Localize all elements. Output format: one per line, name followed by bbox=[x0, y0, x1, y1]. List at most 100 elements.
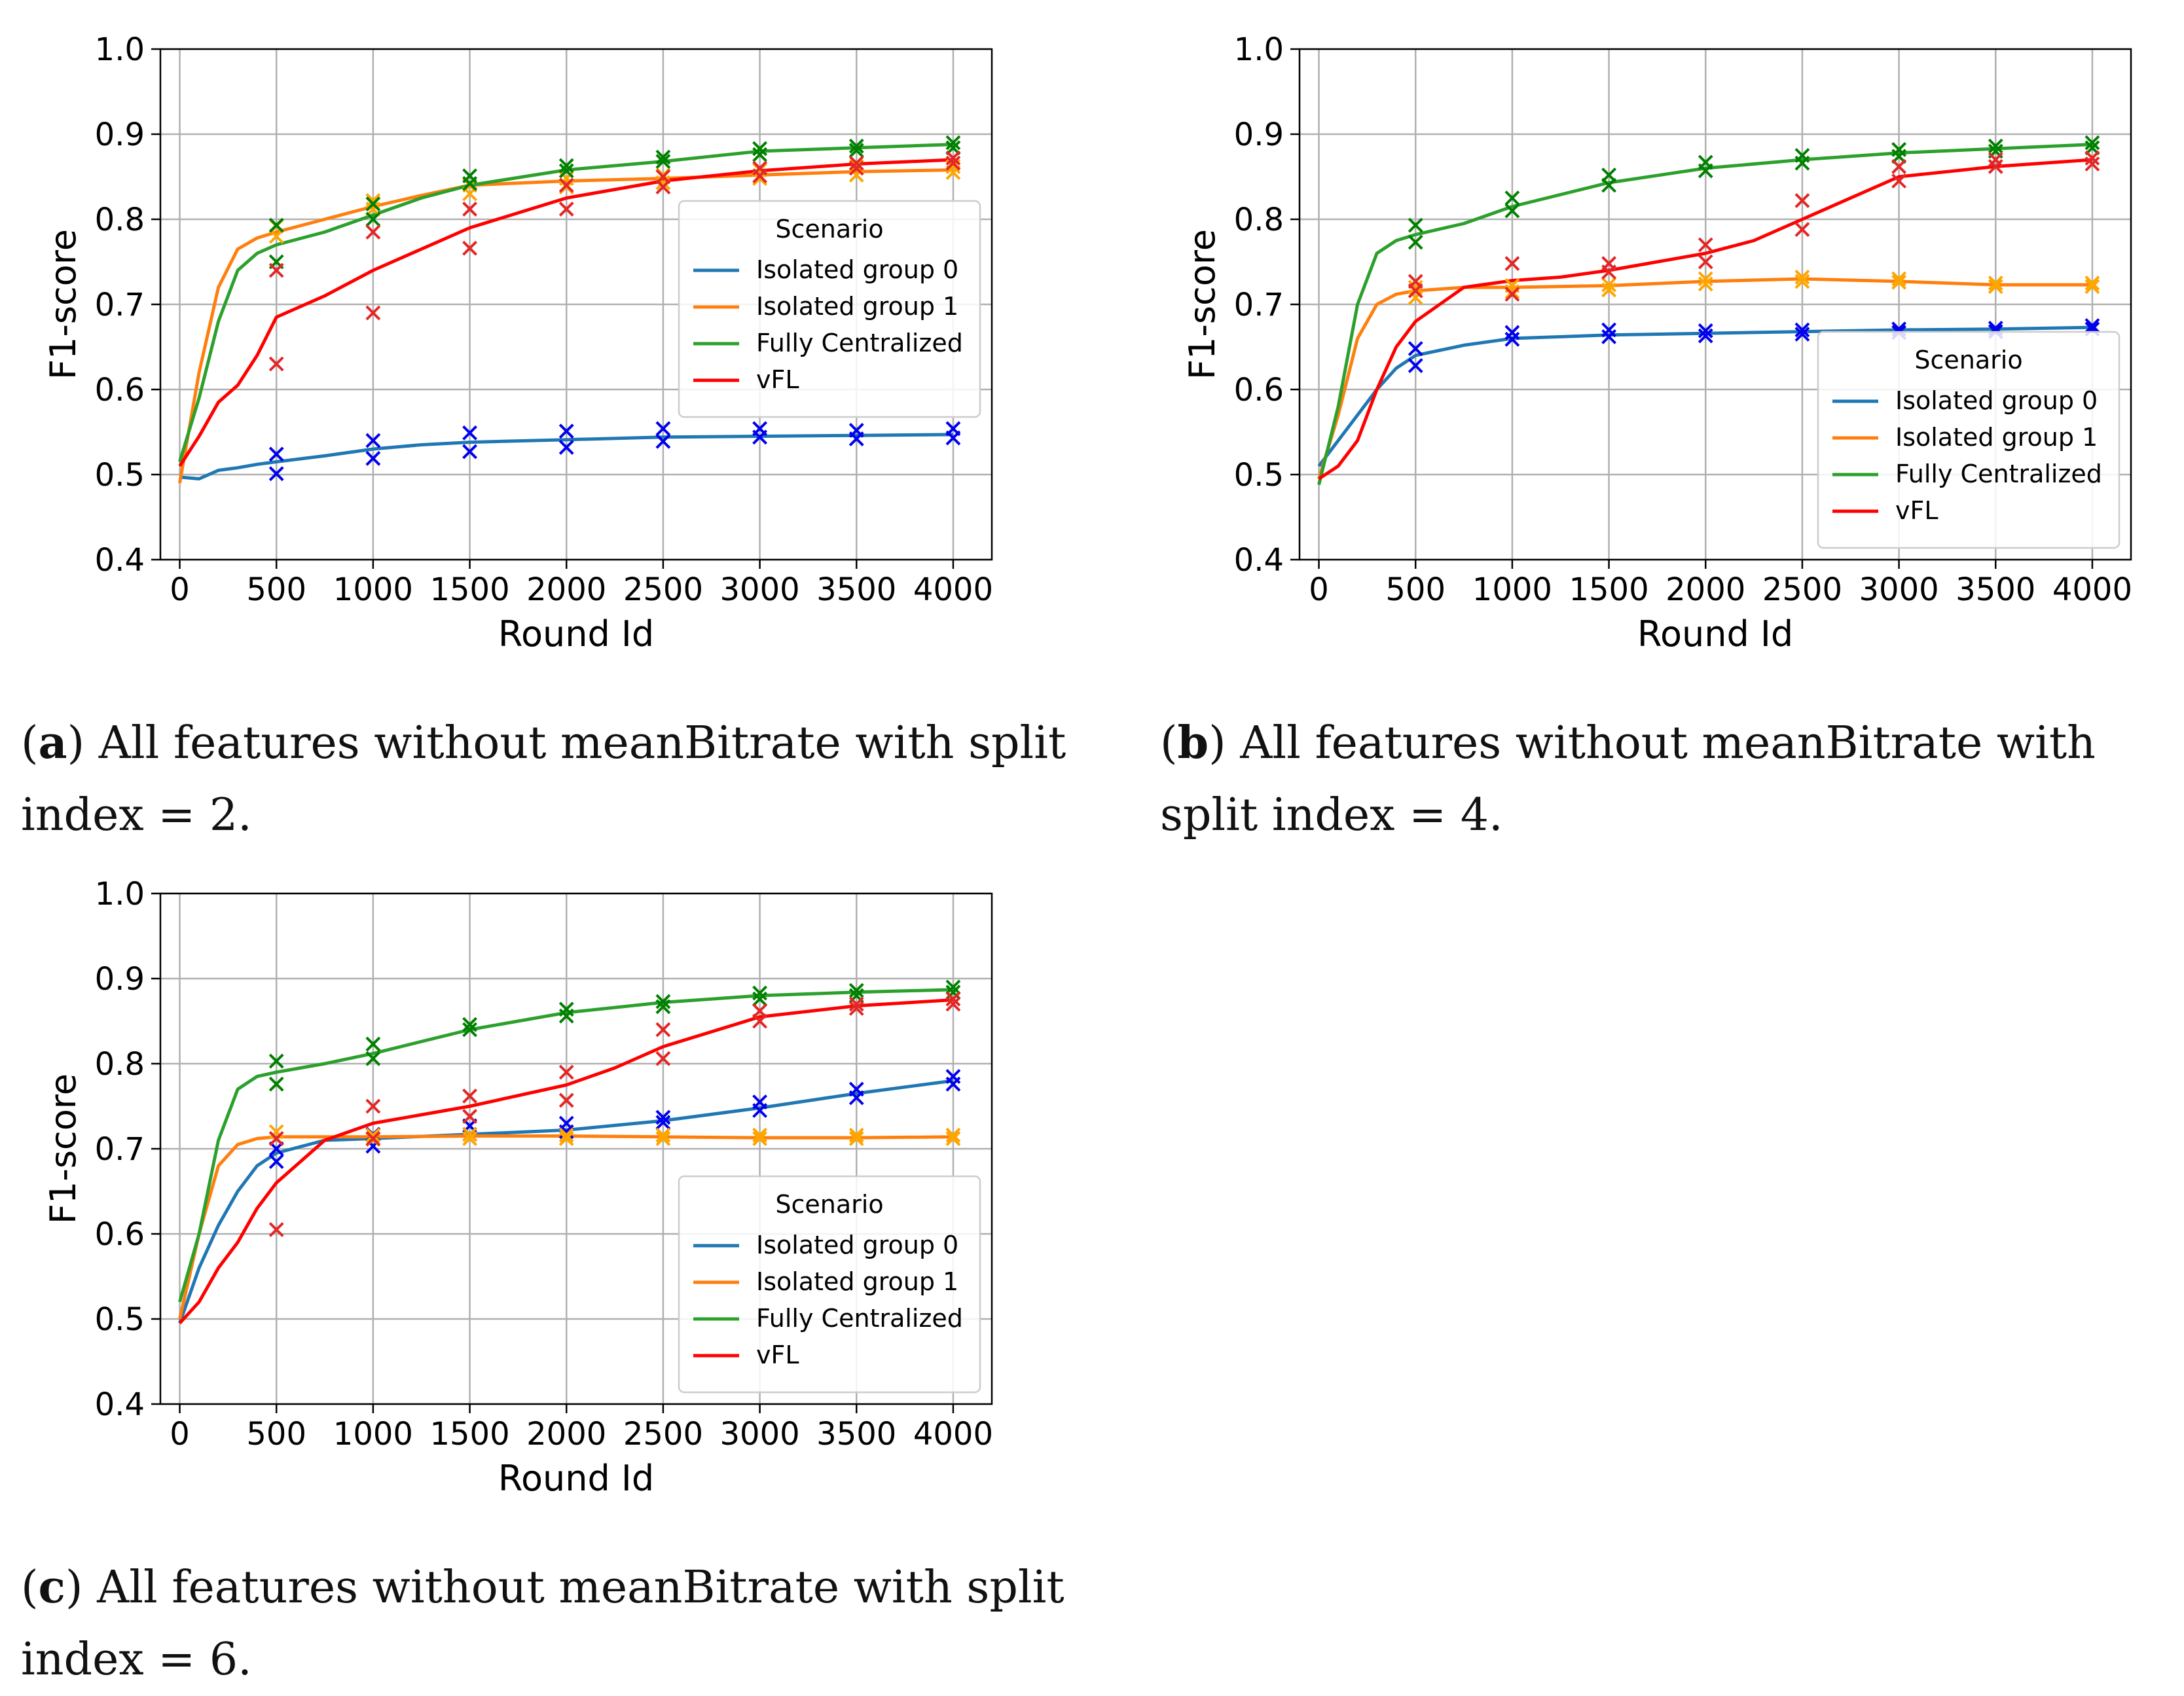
data-point-marker bbox=[462, 1017, 477, 1032]
data-point-marker bbox=[365, 225, 381, 240]
data-point-marker bbox=[655, 1051, 671, 1066]
data-point-marker bbox=[848, 983, 864, 998]
data-point-marker bbox=[945, 1076, 961, 1092]
legend-title: Scenario bbox=[1914, 346, 2022, 374]
legend-title: Scenario bbox=[775, 1190, 883, 1219]
data-point-marker bbox=[1794, 155, 1810, 171]
series-group-c bbox=[178, 988, 954, 1325]
data-point-marker bbox=[752, 1130, 767, 1146]
data-point-marker bbox=[365, 1098, 381, 1114]
data-point-marker bbox=[365, 1130, 381, 1146]
data-point-marker bbox=[1601, 329, 1616, 344]
x-tick-label: 500 bbox=[246, 1416, 306, 1452]
data-point-marker bbox=[655, 1127, 671, 1143]
data-point-marker bbox=[365, 433, 381, 448]
data-point-marker bbox=[1891, 158, 1906, 174]
y-tick-label: 1.0 bbox=[1234, 33, 1284, 68]
x-tick-label: 3500 bbox=[816, 1416, 896, 1452]
data-point-marker bbox=[1408, 290, 1423, 306]
legend-entry: Isolated group 1 bbox=[1895, 423, 2098, 452]
data-point-marker bbox=[752, 1127, 767, 1143]
y-axis-label: F1-score bbox=[43, 1074, 84, 1224]
data-point-marker bbox=[365, 305, 381, 321]
data-point-marker bbox=[365, 211, 381, 227]
data-point-marker bbox=[1601, 277, 1616, 293]
x-tick-label: 1000 bbox=[1472, 571, 1552, 608]
caption-b: (b) All features without meanBitrate wit… bbox=[1160, 717, 2096, 841]
x-tick-label: 1500 bbox=[429, 1416, 509, 1452]
caption-a-text: All features without meanBitrate with sp… bbox=[21, 717, 1066, 841]
x-tick-label: 0 bbox=[1309, 571, 1329, 608]
x-tick-label: 3000 bbox=[720, 571, 800, 608]
data-point-marker bbox=[1794, 222, 1810, 238]
data-point-marker bbox=[848, 155, 864, 171]
series-line-isolated-group-1 bbox=[178, 168, 953, 484]
data-point-marker bbox=[752, 429, 767, 445]
series-line-isolated-group-0 bbox=[179, 433, 953, 480]
legend-box bbox=[678, 200, 981, 418]
data-point-marker bbox=[945, 1127, 961, 1143]
chart-b: 0 500 1000 1500 2000 2500 3000 3500 4000 0.4 0.5 0.… bbox=[1182, 33, 2132, 655]
x-axis-label: Round Id bbox=[498, 1458, 654, 1499]
chart-c: 0 500 1000 1500 2000 2500 3000 3500 4000 0.4 0.5 0.… bbox=[43, 877, 993, 1499]
x-tick-label: 2000 bbox=[526, 571, 606, 608]
x-tick-label: 2500 bbox=[623, 571, 703, 608]
data-point-marker bbox=[1408, 341, 1423, 357]
data-point-marker bbox=[1794, 274, 1810, 289]
y-tick-label: 0.7 bbox=[95, 1131, 145, 1168]
data-point-marker bbox=[655, 999, 671, 1015]
data-point-marker bbox=[655, 179, 671, 195]
data-point-marker bbox=[1504, 286, 1520, 302]
x-tick-label: 1500 bbox=[1569, 571, 1648, 608]
series-line-fully-centralized bbox=[178, 143, 953, 463]
x-tick-label: 0 bbox=[170, 1416, 190, 1452]
y-tick-label: 0.6 bbox=[95, 372, 145, 408]
data-point-marker bbox=[462, 1088, 477, 1104]
data-point-marker bbox=[1698, 237, 1713, 253]
data-point-marker bbox=[1794, 327, 1810, 342]
data-point-marker bbox=[752, 1013, 767, 1029]
data-point-marker bbox=[752, 147, 767, 162]
y-tick-label: 0.6 bbox=[1234, 372, 1284, 408]
x-tick-label: 4000 bbox=[2052, 571, 2132, 608]
data-point-marker bbox=[2084, 276, 2100, 291]
caption-c: (c) All features without meanBitrate wit… bbox=[21, 1561, 1065, 1686]
series-line-fully-centralized bbox=[1317, 143, 2093, 486]
data-point-marker bbox=[1408, 234, 1423, 250]
y-tick-label: 0.5 bbox=[1234, 457, 1284, 494]
y-tick-label: 1.0 bbox=[95, 877, 145, 912]
data-point-marker bbox=[1698, 163, 1713, 179]
data-point-marker bbox=[1794, 269, 1810, 285]
series-line-isolated-group-1 bbox=[1317, 277, 2092, 480]
x-tick-label: 0 bbox=[170, 571, 190, 608]
x-tick-label: 3500 bbox=[816, 571, 896, 608]
data-point-marker bbox=[1504, 190, 1520, 206]
data-point-marker bbox=[752, 985, 767, 1001]
series-line-isolated-group-0 bbox=[1317, 325, 2092, 467]
data-point-marker bbox=[945, 984, 961, 1000]
data-point-marker bbox=[268, 262, 284, 278]
series-line-vfl bbox=[178, 158, 954, 467]
data-point-marker bbox=[268, 217, 284, 233]
data-point-marker bbox=[1504, 331, 1520, 347]
data-point-marker bbox=[1601, 282, 1616, 298]
legend-a: Scenario Isolated group 0 Isolated group 1… bbox=[678, 200, 981, 418]
data-point-marker bbox=[558, 1064, 574, 1080]
data-point-marker bbox=[655, 149, 671, 165]
x-tick-label: 2000 bbox=[526, 1416, 606, 1452]
x-tick-label: 1000 bbox=[333, 1416, 413, 1452]
caption-a-letter: a bbox=[38, 717, 67, 769]
data-point-marker bbox=[462, 1127, 477, 1142]
data-point-marker bbox=[655, 421, 671, 437]
data-point-marker bbox=[462, 425, 477, 441]
data-point-marker bbox=[1698, 254, 1713, 270]
markers-group-c bbox=[268, 979, 961, 1237]
data-point-marker bbox=[2084, 156, 2100, 171]
data-point-marker bbox=[365, 1051, 381, 1066]
data-point-marker bbox=[1988, 279, 2003, 295]
legend-entry: Isolated group 0 bbox=[1895, 386, 2098, 415]
x-tick-label: 1500 bbox=[429, 571, 509, 608]
y-tick-label: 0.9 bbox=[95, 117, 145, 153]
legend-box bbox=[678, 1175, 981, 1394]
y-axis-label: F1-score bbox=[43, 229, 84, 380]
